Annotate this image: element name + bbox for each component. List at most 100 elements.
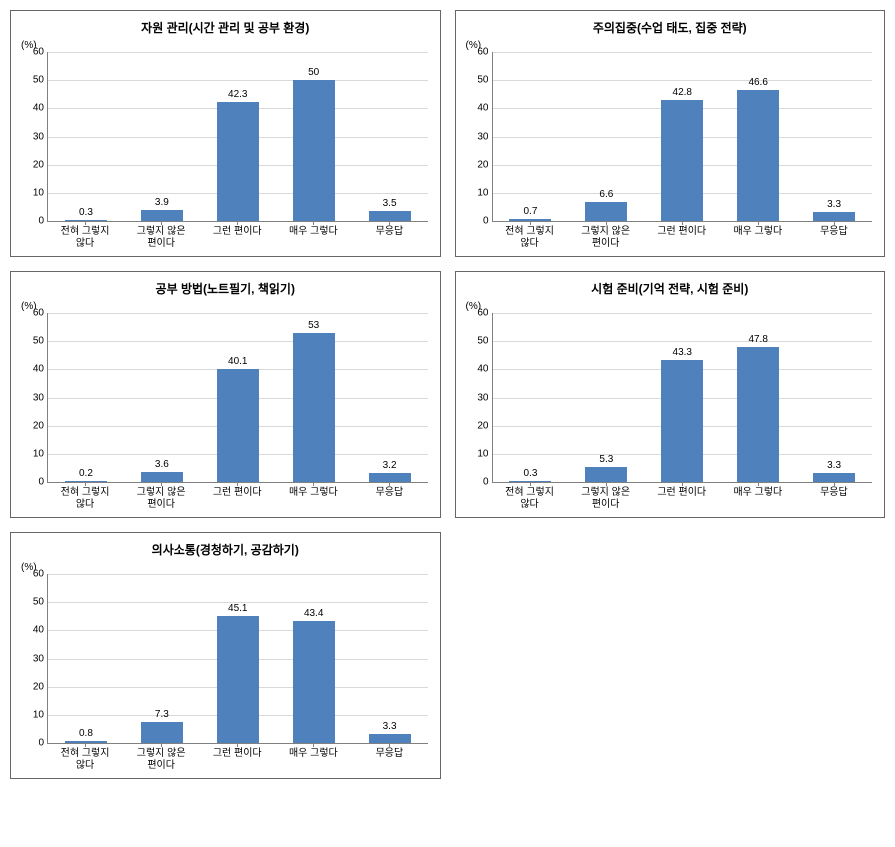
y-tick-label: 60 — [469, 308, 489, 319]
x-tick-label: 무응답 — [351, 487, 427, 513]
x-tick-marks — [493, 482, 873, 486]
x-tick-label: 무응답 — [796, 226, 872, 252]
plot-area: 01020304050600.23.640.1533.2 — [47, 313, 428, 483]
x-tick-label: 전혀 그렇지않다 — [47, 226, 123, 252]
x-tick-mark — [124, 743, 200, 747]
x-tick-mark — [48, 743, 124, 747]
y-tick-label: 50 — [24, 336, 44, 347]
bar-value-label: 45.1 — [228, 604, 247, 614]
x-tick-label: 그렇지 않은편이다 — [123, 226, 199, 252]
chart-area: (%)01020304050600.87.345.143.43.3 — [47, 564, 428, 744]
y-tick-label: 30 — [24, 653, 44, 664]
x-tick-label: 그런 편이다 — [199, 748, 275, 774]
bar-slot: 0.7 — [493, 52, 569, 221]
bar — [813, 473, 855, 482]
bar-slot: 43.4 — [276, 574, 352, 743]
x-tick-mark — [200, 221, 276, 225]
bar-slot: 42.3 — [200, 52, 276, 221]
x-tick-label: 전혀 그렇지않다 — [47, 748, 123, 774]
x-tick-mark — [276, 743, 352, 747]
bar-slot: 53 — [276, 313, 352, 482]
y-tick-label: 0 — [24, 216, 44, 227]
x-tick-mark — [276, 482, 352, 486]
bar — [293, 333, 335, 482]
chart-title: 주의집중(수업 태도, 집중 전략) — [464, 19, 877, 36]
x-tick-mark — [276, 221, 352, 225]
bar-value-label: 0.8 — [79, 729, 93, 739]
chart-title: 의사소통(경청하기, 공감하기) — [19, 541, 432, 558]
y-tick-label: 20 — [24, 420, 44, 431]
x-tick-label: 전혀 그렇지않다 — [492, 487, 568, 513]
y-tick-label: 10 — [469, 448, 489, 459]
x-tick-marks — [48, 743, 428, 747]
x-tick-label: 그런 편이다 — [199, 226, 275, 252]
bar-slot: 6.6 — [568, 52, 644, 221]
bar-value-label: 3.3 — [383, 722, 397, 732]
x-tick-label: 전혀 그렇지않다 — [492, 226, 568, 252]
y-tick-label: 40 — [469, 103, 489, 114]
chart-panel: 주의집중(수업 태도, 집중 전략)(%)01020304050600.76.6… — [455, 10, 886, 257]
bar-value-label: 7.3 — [155, 710, 169, 720]
plot-area: 01020304050600.76.642.846.63.3 — [492, 52, 873, 222]
bar — [737, 347, 779, 482]
y-tick-label: 40 — [24, 364, 44, 375]
bar — [217, 616, 259, 743]
x-tick-mark — [200, 743, 276, 747]
bar-value-label: 3.9 — [155, 198, 169, 208]
bar-value-label: 43.4 — [304, 609, 323, 619]
y-tick-label: 0 — [469, 477, 489, 488]
bar-value-label: 43.3 — [673, 348, 692, 358]
bar-slot: 47.8 — [720, 313, 796, 482]
bar — [141, 722, 183, 743]
bar — [661, 360, 703, 482]
y-tick-label: 40 — [24, 625, 44, 636]
x-tick-label: 그런 편이다 — [644, 487, 720, 513]
bar-value-label: 3.3 — [827, 200, 841, 210]
bar — [585, 202, 627, 221]
chart-title: 공부 방법(노트필기, 책읽기) — [19, 280, 432, 297]
x-tick-mark — [720, 482, 796, 486]
bar-slot: 42.8 — [644, 52, 720, 221]
x-tick-mark — [124, 221, 200, 225]
bar-value-label: 0.2 — [79, 469, 93, 479]
y-tick-label: 60 — [24, 47, 44, 58]
bar-value-label: 0.3 — [79, 208, 93, 218]
y-tick-label: 50 — [469, 75, 489, 86]
x-tick-label: 매우 그렇다 — [720, 487, 796, 513]
bar-value-label: 3.5 — [383, 199, 397, 209]
x-tick-label: 그런 편이다 — [644, 226, 720, 252]
plot-area: 01020304050600.87.345.143.43.3 — [47, 574, 428, 744]
bar-value-label: 40.1 — [228, 357, 247, 367]
x-tick-mark — [568, 221, 644, 225]
bar — [293, 80, 335, 221]
y-tick-label: 30 — [24, 131, 44, 142]
bar-value-label: 50 — [308, 68, 319, 78]
x-tick-mark — [644, 221, 720, 225]
y-tick-label: 50 — [24, 75, 44, 86]
x-tick-mark — [644, 482, 720, 486]
y-tick-label: 50 — [24, 597, 44, 608]
x-axis: 전혀 그렇지않다그렇지 않은편이다그런 편이다매우 그렇다무응답 — [47, 226, 428, 252]
bar-value-label: 42.8 — [673, 88, 692, 98]
y-tick-label: 10 — [24, 187, 44, 198]
bars-row: 0.23.640.1533.2 — [48, 313, 428, 482]
chart-grid: 자원 관리(시간 관리 및 공부 환경)(%)01020304050600.33… — [10, 10, 885, 779]
x-tick-mark — [796, 482, 872, 486]
chart-panel: 의사소통(경청하기, 공감하기)(%)01020304050600.87.345… — [10, 532, 441, 779]
bar-slot: 43.3 — [644, 313, 720, 482]
bar-slot: 46.6 — [720, 52, 796, 221]
x-tick-marks — [493, 221, 873, 225]
bar-value-label: 42.3 — [228, 90, 247, 100]
bar — [813, 212, 855, 221]
bars-row: 0.35.343.347.83.3 — [493, 313, 873, 482]
x-tick-marks — [48, 221, 428, 225]
y-tick-label: 10 — [469, 187, 489, 198]
bar-slot: 3.3 — [796, 52, 872, 221]
chart-area: (%)01020304050600.76.642.846.63.3 — [492, 42, 873, 222]
x-axis: 전혀 그렇지않다그렇지 않은편이다그런 편이다매우 그렇다무응답 — [47, 748, 428, 774]
y-tick-label: 60 — [24, 308, 44, 319]
bar — [141, 210, 183, 221]
y-tick-label: 60 — [24, 569, 44, 580]
x-tick-mark — [352, 221, 428, 225]
bar — [293, 621, 335, 743]
